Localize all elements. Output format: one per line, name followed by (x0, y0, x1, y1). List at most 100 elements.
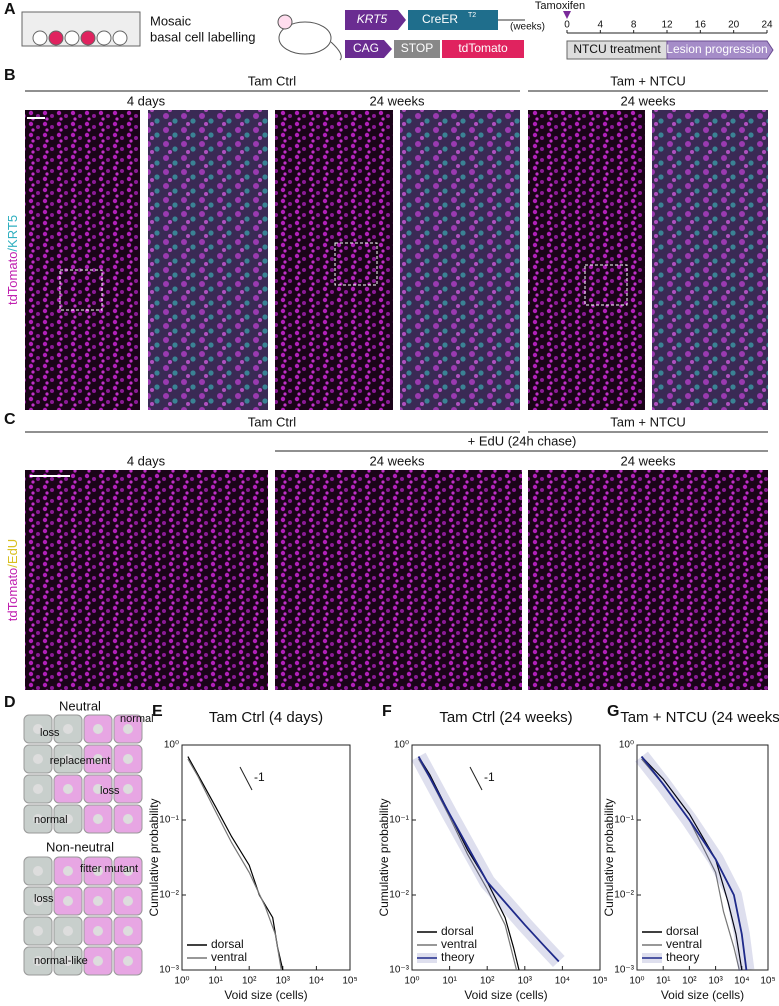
timepoint-label: 4 days (127, 453, 166, 468)
edu-label: + EdU (24h chase) (468, 433, 577, 448)
stain-part: /EdU (5, 539, 20, 568)
group-label: Tam Ctrl (248, 73, 297, 88)
panel-label: G (607, 703, 619, 720)
group-label: Tam + NTCU (610, 73, 685, 88)
d-label: normal-like (34, 955, 88, 967)
x-tick-label: 10⁴ (309, 976, 324, 987)
x-tick-label: 10³ (276, 976, 291, 987)
nucleus (33, 724, 43, 734)
nucleus (63, 896, 73, 906)
chart-title: Tam Ctrl (24 weeks) (439, 709, 572, 726)
stain-label: tdTomato/KRT5 (5, 215, 20, 305)
x-tick-label: 10⁴ (734, 976, 749, 987)
slope-guide (239, 766, 253, 791)
timeline-tick-label: 12 (661, 20, 673, 31)
x-tick-label: 10⁵ (592, 976, 607, 987)
timepoint-label: 4 days (127, 93, 166, 108)
timeline-unit: (weeks) (510, 22, 545, 33)
cell-schematic (23, 714, 143, 976)
nucleus (123, 896, 133, 906)
x-tick-label: 10⁰ (404, 976, 419, 987)
nucleus (123, 724, 133, 734)
plot-frame (636, 744, 769, 971)
cell-sketch (21, 11, 141, 47)
x-axis-title: Void size (cells) (661, 988, 744, 1002)
construct (394, 40, 440, 58)
x-tick-label: 10² (682, 976, 697, 987)
nucleus (93, 956, 103, 966)
panel-label: C (4, 411, 16, 428)
x-tick-label: 10¹ (656, 976, 671, 987)
panel-label: F (382, 703, 392, 720)
phase-label: NTCU treatment (573, 42, 661, 56)
mouse-icon (277, 14, 342, 61)
y-tick-label: 10⁻¹ (389, 815, 409, 826)
nucleus (123, 926, 133, 936)
x-axis-title: Void size (cells) (464, 988, 547, 1002)
nucleus (123, 956, 133, 966)
slope-guide (469, 766, 483, 791)
panel-label: D (4, 694, 16, 711)
timeline-tick-label: 0 (564, 20, 570, 31)
chart-title: Tam Ctrl (4 days) (209, 709, 323, 726)
d-label: loss (34, 893, 54, 905)
plot-frame (181, 744, 351, 971)
construct-label: tdTomato (458, 41, 508, 55)
nucleus (93, 896, 103, 906)
nucleus (63, 784, 73, 794)
nucleus (33, 814, 43, 824)
x-tick-label: 10³ (708, 976, 723, 987)
timeline-tick-label: 20 (728, 20, 740, 31)
phase-label: Lesion progression (666, 42, 767, 56)
timepoint-label: 24 weeks (621, 93, 676, 108)
x-tick-label: 10¹ (208, 976, 223, 987)
x-axis-title: Void size (cells) (224, 988, 307, 1002)
x-tick-label: 10⁰ (174, 976, 189, 987)
nucleus (63, 926, 73, 936)
legend-label: theory (666, 950, 699, 964)
tamoxifen-marker (563, 11, 571, 19)
nucleus (93, 926, 103, 936)
y-axis-title: Cumulative probability (377, 798, 391, 916)
legend-label: dorsal (441, 924, 474, 938)
d-title: Non-neutral (46, 839, 114, 854)
legend-label: ventral (441, 937, 477, 951)
legend-label: ventral (211, 950, 247, 964)
d-title: Neutral (59, 698, 101, 713)
y-tick-label: 10⁻¹ (614, 815, 634, 826)
d-label: loss (100, 785, 120, 797)
timeline-tick-label: 8 (631, 20, 637, 31)
construct-label: KRT5 (357, 12, 388, 26)
timepoint-label: 24 weeks (370, 453, 425, 468)
nucleus (93, 784, 103, 794)
annotation: -1 (484, 770, 495, 784)
d-label: loss (40, 727, 60, 739)
x-tick-label: 10⁰ (629, 976, 644, 987)
nucleus (123, 784, 133, 794)
stain-part: tdTomato (5, 252, 20, 305)
x-tick-label: 10⁵ (342, 976, 357, 987)
x-tick-label: 10⁵ (760, 976, 775, 987)
micrographs (25, 110, 768, 410)
micrographs (25, 470, 768, 690)
a-text: basal cell labelling (150, 29, 256, 44)
stain-part: /KRT5 (5, 215, 20, 252)
construct-label: STOP (401, 41, 433, 55)
y-axis-title: Cumulative probability (602, 798, 616, 916)
nucleus (123, 866, 133, 876)
group-label: Tam + NTCU (610, 414, 685, 429)
nucleus (33, 896, 43, 906)
nucleus (93, 866, 103, 876)
nucleus (63, 866, 73, 876)
y-tick-label: 10⁻² (389, 890, 409, 901)
nucleus (63, 956, 73, 966)
y-tick-label: 10⁻³ (614, 965, 634, 976)
series-line (417, 756, 560, 963)
y-tick-label: 10⁻² (614, 890, 634, 901)
y-tick-label: 10⁰ (619, 740, 634, 751)
construct (345, 40, 392, 58)
timepoint-label: 24 weeks (370, 93, 425, 108)
tamoxifen-label: Tamoxifen (535, 0, 585, 12)
d-label: replacement (50, 755, 111, 767)
plot-frame (411, 744, 601, 971)
